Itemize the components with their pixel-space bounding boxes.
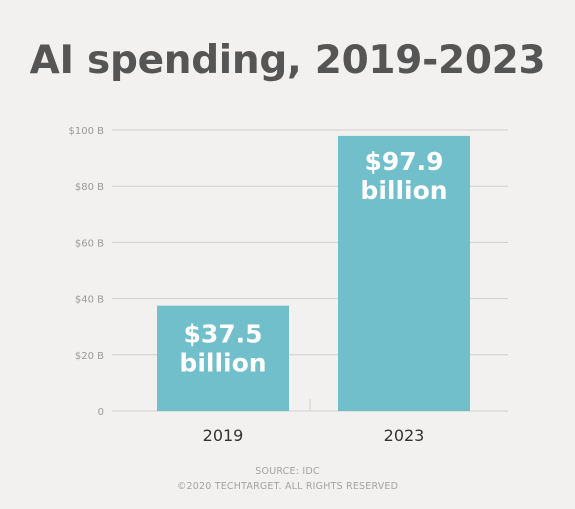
bar-data-label: $37.5 xyxy=(183,320,262,349)
bar-data-label: $97.9 xyxy=(364,147,443,176)
chart-title: AI spending, 2019-2023 xyxy=(29,38,546,83)
source-note: SOURCE: IDC xyxy=(255,466,320,477)
bars xyxy=(157,135,470,411)
bar-2023 xyxy=(338,135,470,411)
x-tick-label: 2019 xyxy=(203,426,244,445)
bar-2019 xyxy=(157,305,289,411)
y-tick-label: 0 xyxy=(98,407,104,418)
bar-data-label: billion xyxy=(179,349,266,378)
y-tick-label: $100 B xyxy=(69,126,105,137)
bar-data-label: billion xyxy=(360,176,447,205)
y-axis-ticks: 0 $20 B $40 B $60 B $80 B $100 B xyxy=(69,126,105,418)
y-tick-label: $20 B xyxy=(75,351,104,362)
copyright-note: ©2020 TECHTARGET. ALL RIGHTS RESERVED xyxy=(176,481,399,492)
y-tick-label: $80 B xyxy=(75,182,104,193)
y-tick-label: $40 B xyxy=(75,295,104,306)
x-tick-label: 2023 xyxy=(384,426,425,445)
y-tick-label: $60 B xyxy=(75,238,104,249)
x-axis-ticks: 2019 2023 xyxy=(203,399,425,445)
